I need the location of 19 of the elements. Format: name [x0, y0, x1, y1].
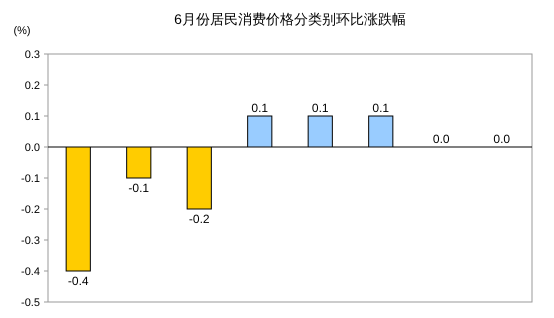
- data-label: -0.1: [128, 181, 150, 195]
- y-tick-label: 0.2: [24, 80, 40, 92]
- y-tick-label: 0.0: [24, 142, 40, 154]
- y-tick-label: -0.1: [21, 173, 40, 185]
- y-tick-label: -0.5: [21, 297, 40, 309]
- y-tick-label: 0.3: [24, 49, 40, 61]
- y-tick-label: -0.2: [21, 204, 40, 216]
- data-label: 0.1: [312, 101, 329, 115]
- y-tick-label: 0.1: [24, 111, 40, 123]
- y-tick-label: -0.3: [21, 235, 40, 247]
- chart-title: 6月份居民消费价格分类别环比涨跌幅: [174, 11, 406, 27]
- data-label: 0.1: [251, 101, 268, 115]
- data-label: 0.1: [372, 101, 390, 115]
- data-label: -0.4: [68, 274, 89, 288]
- y-axis-title: (%): [13, 25, 31, 37]
- data-label: 0.0: [432, 132, 450, 146]
- data-label: 0.0: [493, 132, 510, 146]
- y-tick-label: -0.4: [21, 266, 40, 278]
- data-label: -0.2: [188, 212, 210, 226]
